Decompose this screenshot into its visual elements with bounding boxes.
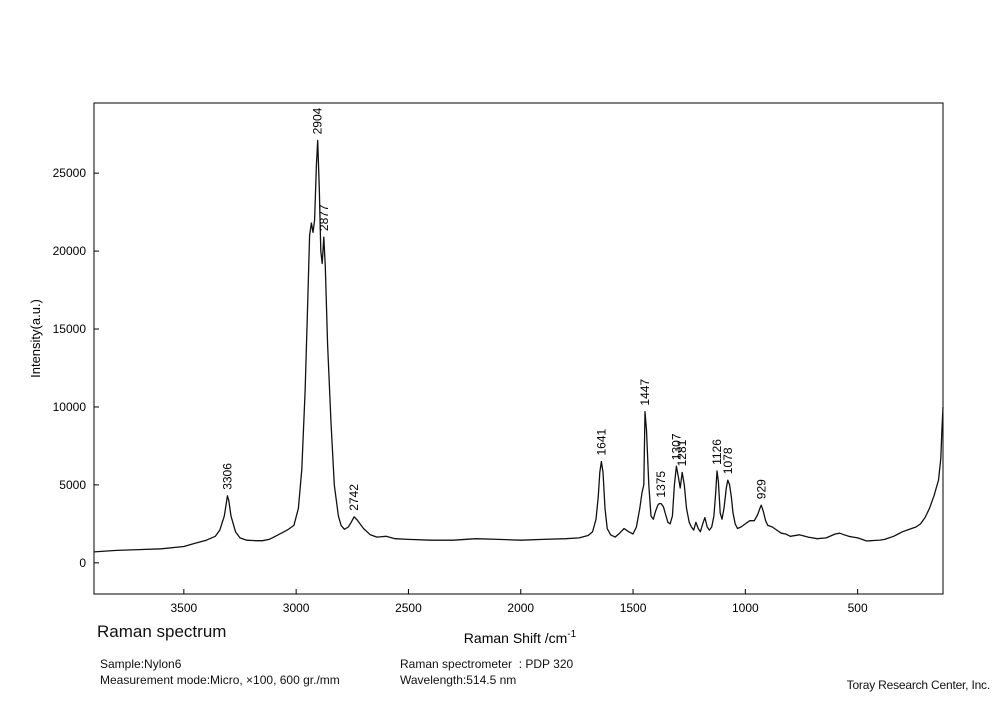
- x-axis-ticks: 3500 3000 2500 2000 1500 1000 500: [170, 589, 868, 615]
- y-tick-label: 0: [79, 556, 86, 570]
- x-tick-label: 1000: [732, 601, 759, 615]
- y-tick-label: 15000: [53, 322, 87, 336]
- x-tick-label: 2000: [507, 601, 534, 615]
- measurement-mode: Measurement mode:Micro, ×100, 600 gr./mm: [100, 673, 340, 687]
- y-tick-label: 20000: [53, 244, 87, 258]
- x-tick-label: 500: [848, 601, 868, 615]
- peak-label: 1281: [675, 439, 689, 466]
- peak-label: 1447: [638, 379, 652, 406]
- y-tick-label: 10000: [53, 400, 87, 414]
- peak-label: 3306: [220, 463, 234, 490]
- company-credit: Toray Research Center, Inc.: [846, 678, 991, 692]
- y-axis-label: Intensity(a.u.): [28, 299, 43, 378]
- spectrum-line: [93, 139, 944, 553]
- peak-label: 2742: [347, 484, 361, 511]
- peak-label: 2877: [317, 204, 331, 231]
- y-tick-label: 25000: [53, 166, 87, 180]
- x-tick-label: 3000: [283, 601, 310, 615]
- peak-label: 1641: [594, 428, 608, 455]
- peak-label: 1078: [721, 447, 735, 474]
- wavelength-info: Wavelength:514.5 nm: [400, 673, 517, 687]
- peak-label: 2904: [311, 107, 325, 134]
- x-tick-label: 2500: [395, 601, 422, 615]
- peak-label: 929: [754, 479, 768, 499]
- spectrometer-info: Raman spectrometer : PDP 320: [400, 657, 574, 671]
- y-axis-ticks: 0 5000 10000 15000 20000 25000: [53, 166, 99, 570]
- y-tick-label: 5000: [59, 478, 86, 492]
- figure-title: Raman spectrum: [97, 622, 227, 641]
- x-tick-label: 3500: [170, 601, 197, 615]
- x-tick-label: 1500: [620, 601, 647, 615]
- peak-label: 1375: [654, 471, 668, 498]
- peak-label: 1307: [669, 433, 683, 460]
- x-axis-label: Raman Shift /cm-1: [464, 629, 577, 646]
- peak-label: 1126: [710, 439, 724, 465]
- sample-info: Sample:Nylon6: [100, 657, 182, 671]
- plot-frame: [93, 102, 944, 595]
